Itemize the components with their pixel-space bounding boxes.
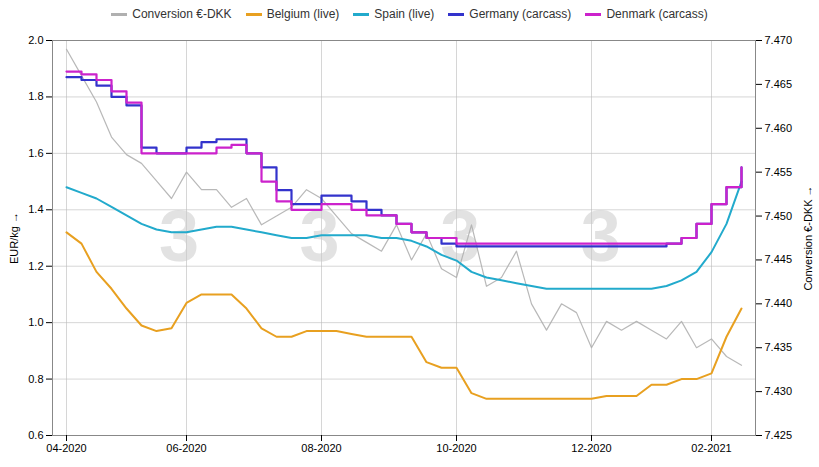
svg-text:7.460: 7.460 [765,122,793,134]
svg-text:3: 3 [440,196,481,276]
svg-text:08-2020: 08-2020 [301,442,341,454]
svg-text:7.435: 7.435 [765,341,793,353]
svg-text:7.440: 7.440 [765,297,793,309]
svg-text:7.425: 7.425 [765,429,793,441]
svg-text:1.2: 1.2 [28,260,43,272]
html-text:Spain (live): Spain (live) [374,7,435,21]
svg-text:2.0: 2.0 [28,34,43,46]
html-text:Germany (carcass): Germany (carcass) [469,7,572,21]
svg-text:04-2020: 04-2020 [46,442,86,454]
svg-text:3: 3 [159,196,199,276]
svg-text:7.470: 7.470 [765,34,793,46]
svg-text:EUR/kg →: EUR/kg → [8,212,20,264]
svg-text:10-2020: 10-2020 [436,442,476,454]
html-text:Belgium (live): Belgium (live) [266,7,340,21]
svg-text:3: 3 [299,196,340,276]
svg-text:1.6: 1.6 [28,147,43,159]
svg-text:7.455: 7.455 [765,166,793,178]
svg-text:0.6: 0.6 [28,429,43,441]
svg-text:0.8: 0.8 [28,373,43,385]
svg-text:1.8: 1.8 [28,90,43,102]
svg-text:1.0: 1.0 [28,316,43,328]
svg-text:7.430: 7.430 [765,385,793,397]
svg-text:12-2020: 12-2020 [571,442,611,454]
svg-text:7.445: 7.445 [765,253,793,265]
svg-text:7.465: 7.465 [765,78,793,90]
svg-text:06-2020: 06-2020 [166,442,206,454]
svg-text:02-2021: 02-2021 [691,442,731,454]
svg-text:Conversion €-DKK →: Conversion €-DKK → [802,185,814,290]
html-text:Denmark (carcass): Denmark (carcass) [606,7,708,21]
html-text:Conversion €-DKK: Conversion €-DKK [132,7,232,21]
svg-text:3: 3 [581,196,621,276]
svg-text:1.4: 1.4 [28,203,43,215]
svg-text:7.450: 7.450 [765,210,793,222]
